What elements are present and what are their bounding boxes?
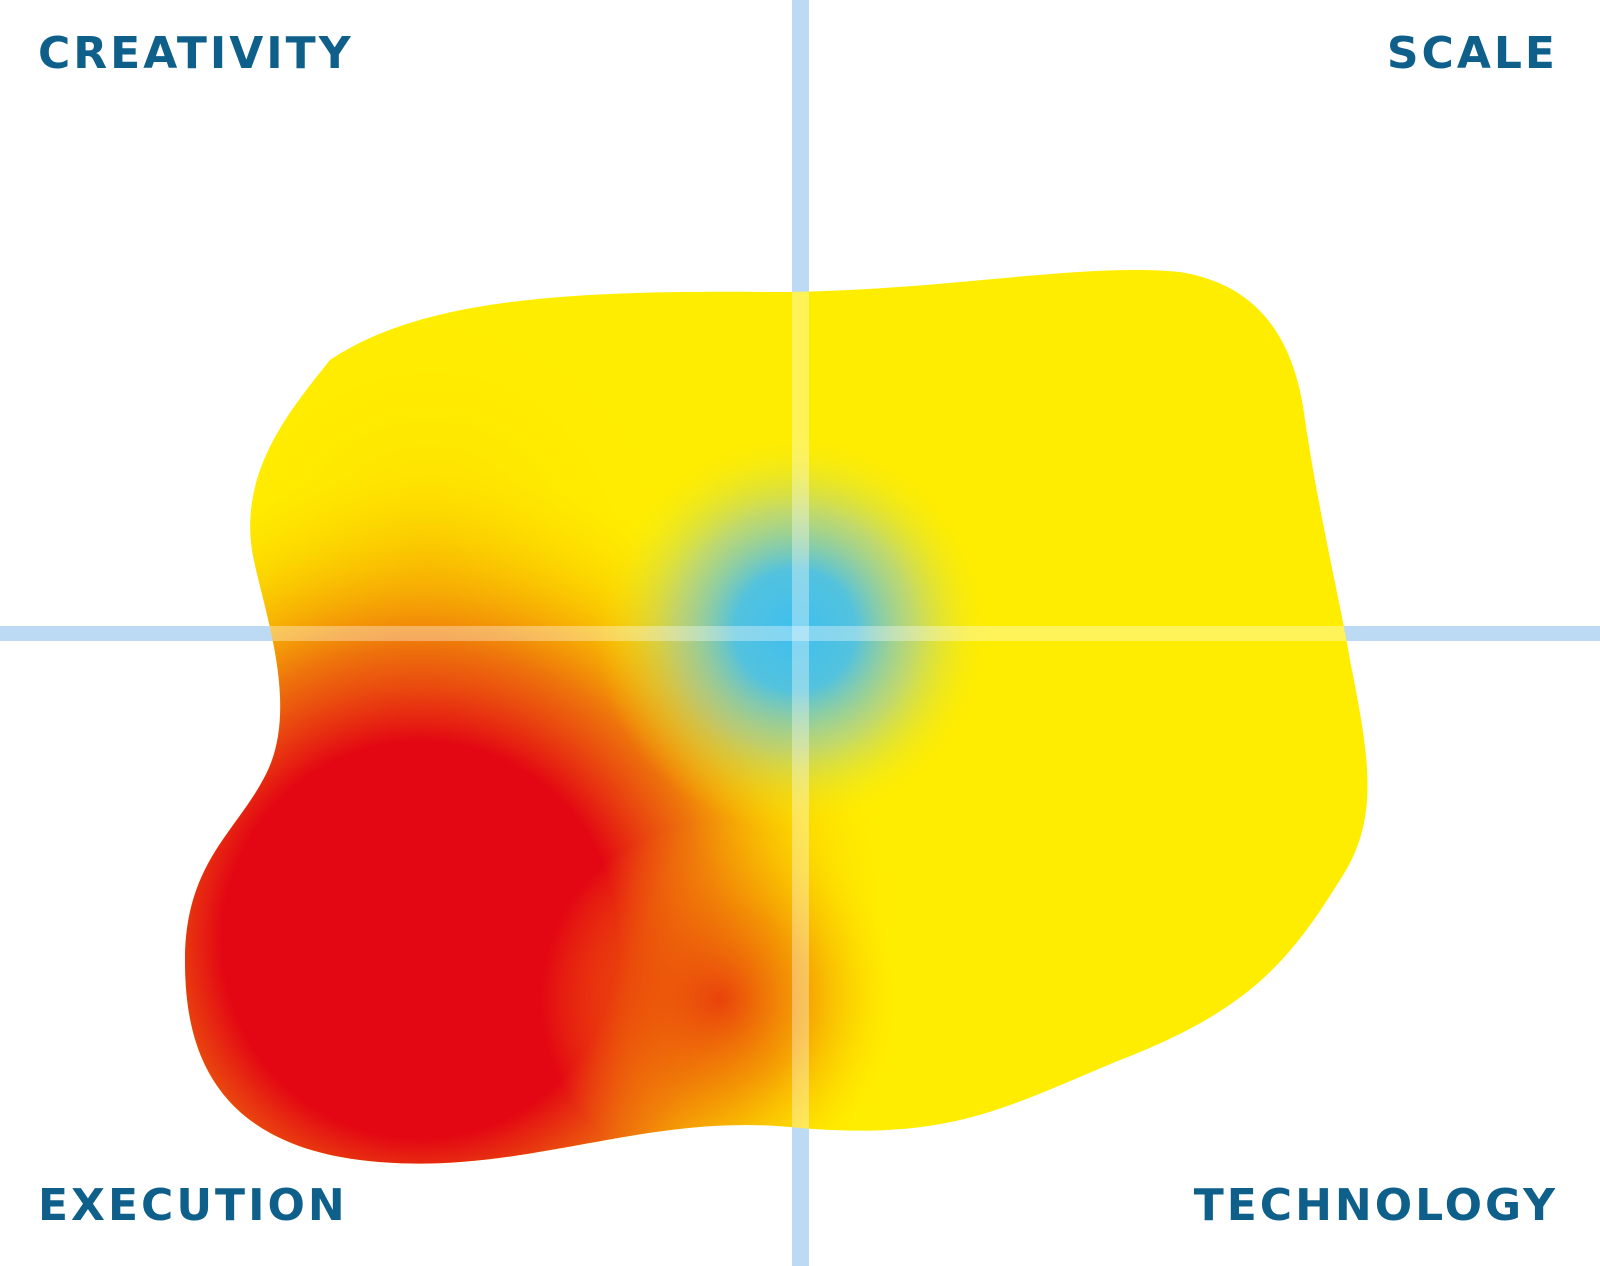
- vertical-axis-overlay: [792, 269, 809, 1164]
- label-execution: EXECUTION: [38, 1180, 348, 1231]
- horizontal-axis-overlay: [185, 626, 1368, 641]
- label-creativity: CREATIVITY: [38, 28, 354, 79]
- label-technology: TECHNOLOGY: [1193, 1180, 1558, 1231]
- label-scale: SCALE: [1386, 28, 1558, 79]
